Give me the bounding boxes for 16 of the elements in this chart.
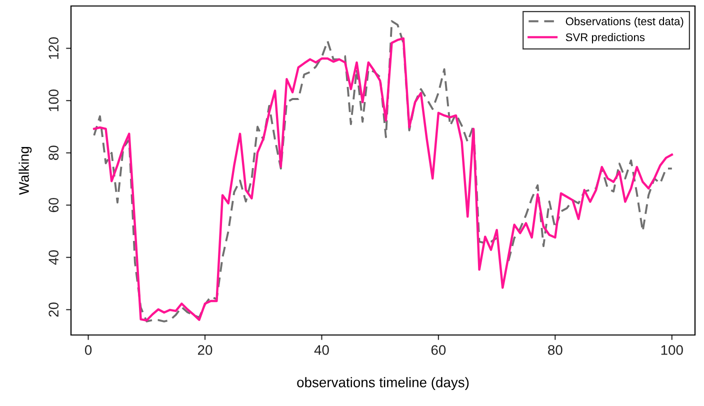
legend-label: SVR predictions: [566, 33, 645, 44]
y-tick-label: 60: [48, 198, 59, 212]
y-tick-label: 80: [48, 146, 59, 160]
legend-label: Observations (test data): [566, 17, 684, 28]
y-tick-label: 120: [48, 37, 59, 59]
y-axis-title: Walking: [18, 146, 32, 195]
x-tick-label: 60: [431, 345, 446, 355]
x-tick-label: 40: [314, 345, 329, 355]
x-tick-label: 100: [661, 345, 683, 355]
y-tick-label: 100: [48, 90, 59, 112]
x-tick-label: 80: [548, 345, 562, 355]
y-tick-label: 40: [48, 250, 59, 265]
y-tick-label: 20: [48, 302, 59, 317]
x-axis-title: observations timeline (days): [297, 377, 469, 390]
x-tick-label: 20: [198, 345, 212, 355]
x-tick-label: 0: [84, 345, 92, 355]
